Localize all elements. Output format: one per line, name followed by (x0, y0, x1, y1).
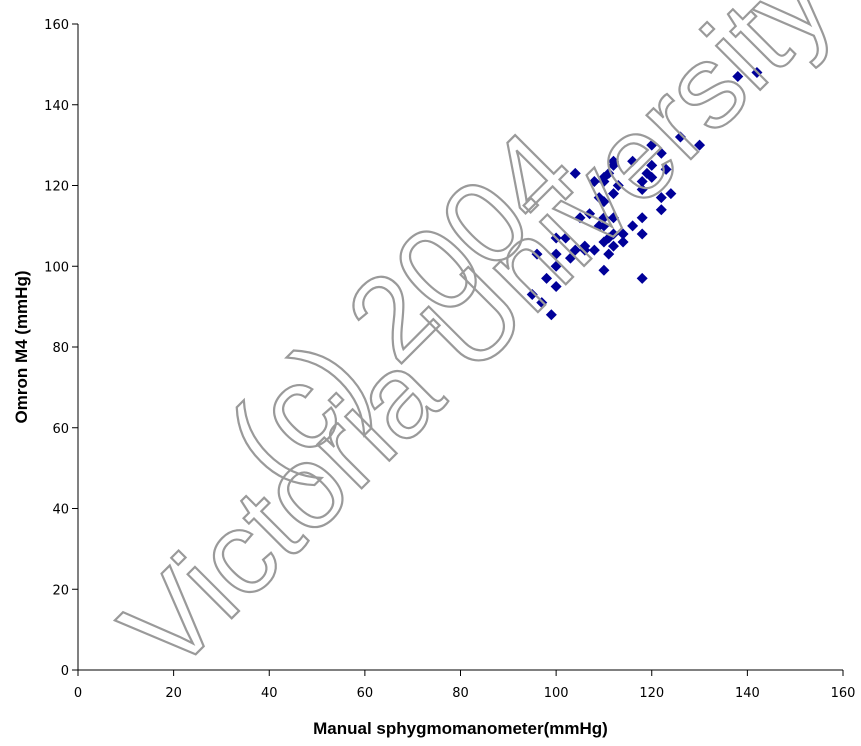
data-point (526, 289, 538, 301)
data-point (660, 163, 672, 175)
x-tick-label: 20 (165, 686, 182, 701)
data-point (627, 155, 639, 167)
data-point (541, 272, 553, 284)
y-axis-ticks: 0 20 40 60 80 100 120 140 160 (44, 18, 78, 679)
data-point (655, 204, 667, 216)
data-point (608, 155, 619, 167)
y-tick-label: 80 (52, 341, 69, 356)
watermark: (c) 2004 Victoria University (96, 0, 858, 698)
data-point (694, 139, 706, 151)
x-tick-label: 0 (74, 686, 82, 701)
y-tick-label: 160 (44, 18, 69, 33)
data-point (598, 212, 610, 224)
data-point (608, 212, 619, 224)
data-point (560, 232, 572, 244)
data-point (598, 196, 610, 208)
data-point (550, 260, 562, 272)
data-point (569, 167, 581, 179)
data-point (617, 236, 629, 248)
data-point (646, 139, 658, 151)
data-point (732, 70, 744, 82)
y-tick-label: 140 (44, 99, 69, 114)
data-point (550, 280, 562, 292)
data-point (579, 244, 591, 256)
data-point (608, 188, 619, 200)
data-point (545, 309, 557, 321)
data-point (588, 244, 600, 256)
data-point (531, 248, 543, 260)
x-tick-label: 140 (735, 686, 760, 701)
y-axis-title: Omron M4 (mmHg) (12, 271, 31, 424)
y-tick-label: 0 (61, 664, 69, 679)
data-point (636, 212, 648, 224)
data-point (612, 180, 624, 191)
y-tick-label: 60 (52, 422, 69, 437)
data-point (574, 212, 586, 224)
data-points (526, 66, 763, 321)
data-point (617, 228, 629, 240)
data-point (588, 175, 600, 187)
data-point (598, 220, 610, 232)
data-point (603, 248, 615, 260)
x-tick-label: 160 (831, 686, 856, 701)
data-point (598, 264, 610, 276)
x-tick-label: 120 (639, 686, 664, 701)
data-point (608, 228, 619, 240)
data-point (751, 66, 763, 78)
data-point (608, 240, 619, 252)
data-point (636, 175, 648, 187)
data-point (646, 159, 658, 171)
data-point (536, 297, 548, 309)
x-tick-label: 40 (261, 686, 278, 701)
data-point (627, 220, 639, 232)
data-point (550, 248, 562, 260)
data-point (603, 167, 615, 179)
x-tick-label: 100 (544, 686, 569, 701)
y-tick-label: 40 (52, 503, 69, 518)
y-tick-label: 120 (44, 180, 69, 195)
data-point (655, 147, 667, 159)
y-tick-label: 100 (44, 260, 69, 275)
data-point (550, 232, 562, 244)
data-point (569, 244, 581, 256)
data-point (636, 228, 648, 240)
data-point (584, 208, 596, 220)
watermark-line-2: Victoria University (97, 0, 857, 696)
x-tick-label: 60 (357, 686, 374, 701)
data-point (665, 188, 677, 200)
data-point (674, 131, 686, 143)
data-point (655, 192, 667, 204)
data-point (564, 252, 576, 264)
data-point (646, 171, 658, 183)
x-axis-title: Manual sphygmomanometer(mmHg) (313, 719, 608, 738)
data-point (636, 184, 648, 196)
data-point (636, 272, 648, 284)
x-tick-label: 80 (452, 686, 469, 701)
x-axis-ticks: 0 20 40 60 80 100 120 140 160 (74, 670, 856, 701)
y-tick-label: 20 (52, 583, 69, 598)
